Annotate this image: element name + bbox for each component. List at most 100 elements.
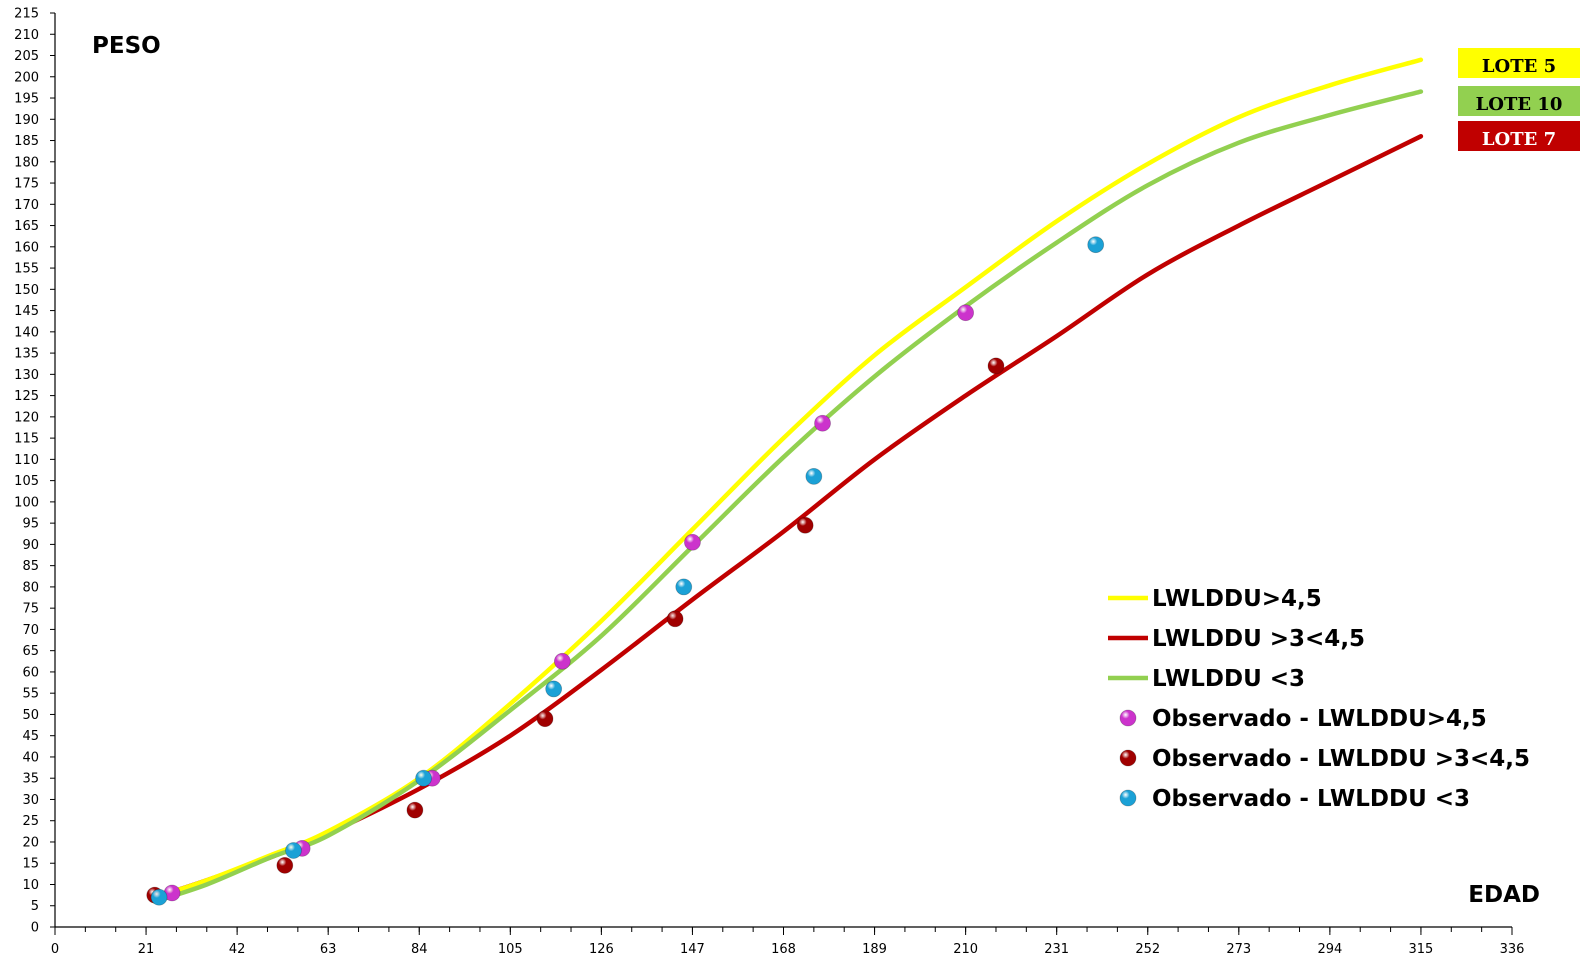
y-tick-label: 15 bbox=[22, 857, 39, 872]
y-tick-label: 0 bbox=[31, 921, 39, 936]
observed-point bbox=[796, 516, 814, 534]
y-tick-label: 70 bbox=[22, 623, 39, 638]
y-tick-label: 180 bbox=[14, 155, 39, 170]
observed-point bbox=[675, 578, 693, 596]
x-tick-label: 147 bbox=[680, 942, 705, 957]
y-tick-label: 25 bbox=[22, 814, 39, 829]
y-axis-title: PESO bbox=[92, 33, 161, 59]
y-tick-label: 95 bbox=[22, 517, 39, 532]
observed-point bbox=[276, 856, 294, 874]
x-tick-label: 273 bbox=[1226, 942, 1251, 957]
y-tick-label: 170 bbox=[14, 198, 39, 213]
y-tick-label: 105 bbox=[14, 474, 39, 489]
legend-label: LWLDDU <3 bbox=[1152, 666, 1305, 692]
legend-label: Observado - LWLDDU>4,5 bbox=[1152, 706, 1487, 732]
lote-5-label: LOTE 5 bbox=[1458, 48, 1580, 78]
legend-swatch-marker bbox=[1119, 789, 1137, 807]
observed-point bbox=[285, 842, 302, 859]
x-tick-label: 63 bbox=[320, 942, 337, 957]
y-tick-label: 110 bbox=[14, 453, 39, 468]
lote-7-label: LOTE 7 bbox=[1458, 121, 1580, 151]
y-tick-label: 150 bbox=[14, 283, 39, 298]
x-tick-label: 231 bbox=[1044, 942, 1069, 957]
x-tick-label: 294 bbox=[1317, 942, 1342, 957]
y-tick-label: 125 bbox=[14, 389, 39, 404]
y-tick-label: 135 bbox=[14, 347, 39, 362]
y-tick-label: 185 bbox=[14, 134, 39, 149]
observed-point bbox=[545, 680, 563, 698]
x-tick-label: 105 bbox=[498, 942, 523, 957]
legend-label: LWLDDU>4,5 bbox=[1152, 586, 1322, 612]
series-line-1 bbox=[152, 134, 1424, 900]
y-tick-label: 75 bbox=[22, 602, 39, 617]
y-tick-label: 100 bbox=[14, 495, 39, 510]
observed-point bbox=[415, 769, 432, 787]
legend-swatch-marker bbox=[1119, 709, 1137, 727]
observed-point bbox=[1087, 236, 1105, 254]
y-tick-label: 115 bbox=[14, 432, 39, 447]
y-tick-label: 65 bbox=[22, 644, 39, 659]
x-tick-label: 42 bbox=[229, 942, 246, 957]
x-tick-label: 210 bbox=[953, 942, 978, 957]
observed-point bbox=[957, 304, 975, 322]
observed-point bbox=[150, 888, 168, 906]
axes: 0 5 10 15 20 25 30 35 40 45 50 55 60 65 70 75 80 85 90 95 10… bbox=[14, 7, 1524, 958]
y-tick-label: 160 bbox=[14, 240, 39, 255]
y-tick-label: 140 bbox=[14, 325, 39, 340]
y-tick-label: 85 bbox=[22, 559, 39, 574]
y-tick-label: 190 bbox=[14, 113, 39, 128]
observed-point bbox=[814, 414, 831, 432]
observed-point bbox=[666, 610, 684, 628]
y-tick-label: 10 bbox=[22, 878, 39, 893]
y-tick-label: 145 bbox=[14, 304, 39, 319]
y-tick-label: 215 bbox=[14, 7, 39, 22]
y-tick-label: 20 bbox=[22, 835, 39, 850]
observed-point bbox=[536, 710, 554, 728]
lote-10-label: LOTE 10 bbox=[1458, 86, 1580, 116]
legend-swatch-marker bbox=[1119, 749, 1137, 767]
x-tick-label: 126 bbox=[589, 942, 614, 957]
x-tick-label: 21 bbox=[138, 942, 155, 957]
y-tick-label: 45 bbox=[22, 729, 39, 744]
y-tick-label: 175 bbox=[14, 177, 39, 192]
y-tick-label: 120 bbox=[14, 410, 39, 425]
y-tick-label: 5 bbox=[31, 899, 39, 914]
y-tick-label: 35 bbox=[22, 772, 39, 787]
legend-label: Observado - LWLDDU <3 bbox=[1152, 786, 1470, 812]
x-tick-label: 0 bbox=[51, 942, 59, 957]
observed-point bbox=[987, 357, 1005, 375]
observed-point bbox=[684, 533, 701, 551]
series-line-0 bbox=[152, 57, 1424, 900]
y-tick-label: 55 bbox=[22, 687, 39, 702]
x-tick-label: 84 bbox=[411, 942, 428, 957]
y-tick-label: 60 bbox=[22, 665, 39, 680]
y-tick-label: 130 bbox=[14, 368, 39, 383]
y-tick-label: 80 bbox=[22, 580, 39, 595]
y-tick-label: 90 bbox=[22, 538, 39, 553]
y-tick-label: 200 bbox=[14, 70, 39, 85]
observed-point bbox=[805, 467, 823, 485]
y-tick-label: 30 bbox=[22, 793, 39, 808]
legend: LWLDDU>4,5 LWLDDU >3<4,5 LWLDDU <3 Observad… bbox=[1108, 586, 1530, 812]
y-tick-label: 155 bbox=[14, 262, 39, 277]
y-tick-label: 165 bbox=[14, 219, 39, 234]
y-tick-label: 50 bbox=[22, 708, 39, 723]
y-tick-label: 195 bbox=[14, 92, 39, 107]
x-tick-label: 168 bbox=[771, 942, 796, 957]
series-line-2 bbox=[152, 89, 1424, 904]
x-axis-title: EDAD bbox=[1468, 882, 1540, 908]
x-tick-label: 252 bbox=[1135, 942, 1160, 957]
observed-point bbox=[553, 652, 571, 670]
curve-lines bbox=[152, 57, 1424, 904]
x-tick-label: 315 bbox=[1409, 942, 1434, 957]
y-tick-label: 40 bbox=[22, 750, 39, 765]
x-tick-label: 189 bbox=[862, 942, 887, 957]
observed-point bbox=[406, 801, 424, 819]
y-tick-label: 210 bbox=[14, 28, 39, 43]
x-tick-label: 336 bbox=[1500, 942, 1525, 957]
observed-points bbox=[146, 236, 1105, 906]
legend-label: Observado - LWLDDU >3<4,5 bbox=[1152, 746, 1530, 772]
y-tick-label: 205 bbox=[14, 49, 39, 64]
legend-label: LWLDDU >3<4,5 bbox=[1152, 626, 1365, 652]
